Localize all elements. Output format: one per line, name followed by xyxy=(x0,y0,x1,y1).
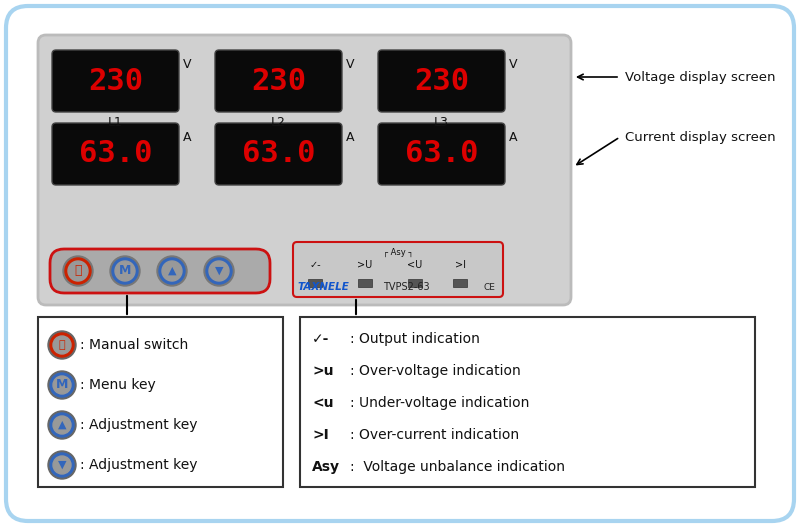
Text: Asy: Asy xyxy=(312,460,340,474)
Circle shape xyxy=(206,258,232,284)
FancyBboxPatch shape xyxy=(6,6,794,521)
Text: Current display screen: Current display screen xyxy=(625,131,776,143)
FancyBboxPatch shape xyxy=(378,50,505,112)
FancyBboxPatch shape xyxy=(215,50,342,112)
Text: L2: L2 xyxy=(271,116,286,129)
Circle shape xyxy=(209,261,229,281)
Circle shape xyxy=(65,258,91,284)
Circle shape xyxy=(50,373,74,397)
Text: 63.0: 63.0 xyxy=(78,140,152,169)
Text: L1: L1 xyxy=(108,116,123,129)
Text: >I: >I xyxy=(312,428,329,442)
Text: : Manual switch: : Manual switch xyxy=(80,338,188,352)
Circle shape xyxy=(50,413,74,437)
Text: TAXNELE: TAXNELE xyxy=(298,282,350,292)
FancyBboxPatch shape xyxy=(52,123,179,185)
Text: 63.0: 63.0 xyxy=(405,140,478,169)
Circle shape xyxy=(48,411,76,439)
Text: : Over-voltage indication: : Over-voltage indication xyxy=(350,364,521,378)
Text: A: A xyxy=(183,131,191,144)
Circle shape xyxy=(115,261,135,281)
FancyBboxPatch shape xyxy=(300,317,755,487)
Circle shape xyxy=(53,376,71,394)
FancyBboxPatch shape xyxy=(293,242,503,297)
FancyBboxPatch shape xyxy=(50,249,270,293)
Circle shape xyxy=(110,256,140,286)
Circle shape xyxy=(204,256,234,286)
Circle shape xyxy=(48,371,76,399)
Text: A: A xyxy=(346,131,354,144)
Text: M: M xyxy=(119,265,131,278)
Text: CE: CE xyxy=(483,283,495,292)
Text: V: V xyxy=(346,58,354,71)
Text: ▼: ▼ xyxy=(214,266,223,276)
Circle shape xyxy=(53,336,71,354)
Text: >U: >U xyxy=(358,260,373,270)
Text: <u: <u xyxy=(312,396,334,410)
Text: ▼: ▼ xyxy=(58,460,66,470)
Circle shape xyxy=(63,256,93,286)
Bar xyxy=(453,279,467,287)
Text: V: V xyxy=(183,58,191,71)
Circle shape xyxy=(68,261,88,281)
Text: : Over-current indication: : Over-current indication xyxy=(350,428,519,442)
FancyBboxPatch shape xyxy=(38,317,283,487)
Circle shape xyxy=(50,453,74,477)
Circle shape xyxy=(162,261,182,281)
Text: TVPS2-63: TVPS2-63 xyxy=(383,282,430,292)
Text: ⏻: ⏻ xyxy=(74,265,82,278)
Text: : Menu key: : Menu key xyxy=(80,378,156,392)
Text: : Adjustment key: : Adjustment key xyxy=(80,418,198,432)
Text: 230: 230 xyxy=(88,66,143,95)
Text: >I: >I xyxy=(454,260,466,270)
Text: ✓-: ✓- xyxy=(312,332,330,346)
Text: 230: 230 xyxy=(414,66,469,95)
Text: A: A xyxy=(509,131,518,144)
FancyBboxPatch shape xyxy=(38,35,571,305)
Text: 230: 230 xyxy=(251,66,306,95)
FancyBboxPatch shape xyxy=(52,50,179,112)
Text: Voltage display screen: Voltage display screen xyxy=(625,71,775,83)
Circle shape xyxy=(53,416,71,434)
Text: ✓-: ✓- xyxy=(309,260,321,270)
Text: ┌ Asy ┐: ┌ Asy ┐ xyxy=(383,248,413,257)
Circle shape xyxy=(48,451,76,479)
Circle shape xyxy=(48,331,76,359)
FancyBboxPatch shape xyxy=(378,123,505,185)
Bar xyxy=(308,279,322,287)
Text: ▲: ▲ xyxy=(58,420,66,430)
Bar xyxy=(408,279,422,287)
Text: : Output indication: : Output indication xyxy=(350,332,480,346)
Text: <U: <U xyxy=(407,260,422,270)
Bar xyxy=(358,279,372,287)
FancyBboxPatch shape xyxy=(215,123,342,185)
Text: >u: >u xyxy=(312,364,334,378)
Text: M: M xyxy=(56,378,68,392)
Text: L3: L3 xyxy=(434,116,449,129)
Circle shape xyxy=(159,258,185,284)
Text: ⏻: ⏻ xyxy=(58,340,66,350)
Text: : Under-voltage indication: : Under-voltage indication xyxy=(350,396,530,410)
Text: : Adjustment key: : Adjustment key xyxy=(80,458,198,472)
Circle shape xyxy=(53,456,71,474)
Text: V: V xyxy=(509,58,518,71)
Text: 63.0: 63.0 xyxy=(242,140,315,169)
Text: :  Voltage unbalance indication: : Voltage unbalance indication xyxy=(350,460,565,474)
Circle shape xyxy=(50,333,74,357)
Circle shape xyxy=(157,256,187,286)
Circle shape xyxy=(112,258,138,284)
Text: ▲: ▲ xyxy=(168,266,176,276)
